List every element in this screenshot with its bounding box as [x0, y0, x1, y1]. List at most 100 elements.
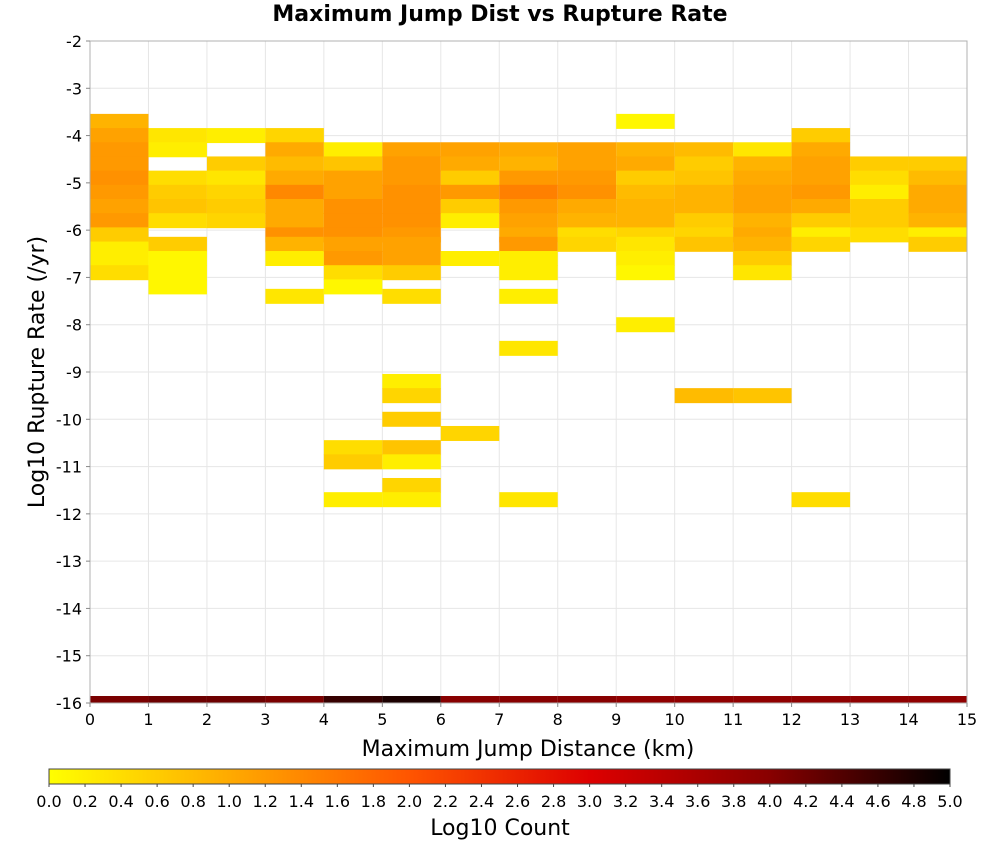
heatmap-cell	[440, 142, 500, 158]
heatmap-cell	[733, 156, 792, 172]
heatmap-cell	[90, 199, 149, 214]
heatmap-cell	[265, 288, 324, 304]
heatmap-cell	[908, 236, 967, 252]
colorbar-tick-label: 1.8	[361, 792, 386, 811]
marginal-cell	[323, 696, 383, 703]
heatmap-cell	[265, 184, 324, 200]
heatmap-cell	[148, 279, 207, 295]
heatmap-cell	[499, 236, 558, 252]
heatmap-cell	[499, 156, 558, 172]
heatmap-cell	[265, 128, 324, 144]
heatmap-cell	[908, 199, 967, 214]
colorbar-tick-label: 2.6	[505, 792, 530, 811]
x-axis-label: Maximum Jump Distance (km)	[362, 737, 695, 762]
y-axis-label: Log10 Rupture Rate (/yr)	[25, 236, 50, 508]
x-tick-label: 6	[436, 710, 446, 729]
y-tick-label: -15	[56, 647, 82, 666]
heatmap-cell	[382, 170, 441, 186]
heatmap-cell	[90, 241, 149, 257]
y-axis-ticks: -2 -3 -4 -5 -6 -7 -8 -9 -10 -11 -12 -13 -14 -15 -16	[56, 32, 90, 713]
heatmap-cell	[265, 156, 324, 172]
colorbar-tick-label: 4.2	[793, 792, 818, 811]
heatmap-cell	[206, 184, 266, 200]
colorbar-tick-label: 0.4	[108, 792, 133, 811]
x-tick-label: 14	[898, 710, 918, 729]
heatmap-cell	[440, 199, 500, 214]
heatmap-cell	[440, 251, 500, 267]
heatmap-cell	[440, 213, 500, 229]
heatmap-cell	[908, 156, 967, 172]
colorbar-tick-label: 4.8	[901, 792, 926, 811]
heatmap-cell	[499, 288, 558, 304]
marginal-cell	[908, 696, 967, 703]
heatmap-cell	[382, 184, 441, 200]
heatmap-cell	[382, 265, 441, 281]
x-tick-label: 15	[957, 710, 977, 729]
heatmap-cell	[791, 156, 851, 172]
heatmap-cell	[908, 170, 967, 186]
colorbar-tick-label: 3.8	[721, 792, 746, 811]
heatmap-cell	[265, 142, 324, 158]
heatmap-cell	[616, 184, 675, 200]
heatmap-cell	[90, 184, 149, 200]
colorbar-tick-label: 0.2	[72, 792, 97, 811]
colorbar-tick-label: 4.4	[829, 792, 854, 811]
heatmap-cell	[791, 170, 851, 186]
heatmap-cell	[382, 213, 441, 229]
marginal-cell	[440, 696, 500, 703]
heatmap-cell	[382, 373, 441, 389]
heatmap-cell	[791, 492, 851, 508]
heatmap-cell	[323, 213, 383, 229]
heatmap-cell	[674, 199, 734, 214]
heatmap-cell	[499, 340, 558, 356]
heatmap-cell	[382, 142, 441, 158]
heatmap-cell	[382, 288, 441, 304]
heatmap-cell	[733, 236, 792, 252]
heatmap-cell	[148, 199, 207, 214]
chart-title: Maximum Jump Dist vs Rupture Rate	[272, 2, 728, 27]
heatmap-cell	[323, 492, 383, 508]
x-axis-ticks: 0 1 2 3 4 5 6 7 8 9 10 11 12 13 14 15	[85, 703, 977, 729]
heatmap-cell	[265, 236, 324, 252]
heatmap-cell	[90, 142, 149, 158]
heatmap-cell	[908, 213, 967, 229]
heatmap-cell	[148, 251, 207, 267]
heatmap-cell	[674, 388, 734, 404]
heatmap-cell	[557, 213, 617, 229]
heatmap-cell	[733, 265, 792, 281]
y-tick-label: -14	[56, 599, 82, 618]
colorbar-tick-label: 4.6	[865, 792, 890, 811]
heatmap-cell	[557, 156, 617, 172]
x-tick-label: 4	[319, 710, 329, 729]
y-tick-label: -9	[66, 363, 82, 382]
x-tick-label: 13	[840, 710, 860, 729]
heatmap-cell	[265, 213, 324, 229]
heatmap-cell	[616, 170, 675, 186]
marginal-cell	[733, 696, 792, 703]
heatmap-cell	[791, 184, 851, 200]
heatmap-cell	[616, 265, 675, 281]
heatmap-cell	[499, 199, 558, 214]
heatmap-cell	[557, 142, 617, 158]
heatmap-cell	[499, 142, 558, 158]
heatmap-cell	[90, 170, 149, 186]
heatmap-cell	[674, 156, 734, 172]
heatmap-cell	[148, 265, 207, 281]
heatmap-cell	[90, 265, 149, 281]
colorbar-tick-label: 0.0	[36, 792, 61, 811]
heatmap-cell	[850, 199, 909, 214]
y-tick-label: -11	[56, 458, 82, 477]
y-tick-label: -2	[66, 32, 82, 51]
heatmap-cell	[323, 199, 383, 214]
colorbar-tick-label: 3.6	[685, 792, 710, 811]
heatmap-cell	[206, 156, 266, 172]
heatmap-cell	[206, 199, 266, 214]
heatmap-cell	[90, 156, 149, 172]
y-tick-label: -10	[56, 410, 82, 429]
colorbar-label: Log10 Count	[430, 816, 570, 841]
heatmap-cell	[499, 251, 558, 267]
marginal-cell	[206, 696, 266, 703]
heatmap-cell	[90, 128, 149, 144]
heatmap-cell	[148, 142, 207, 158]
